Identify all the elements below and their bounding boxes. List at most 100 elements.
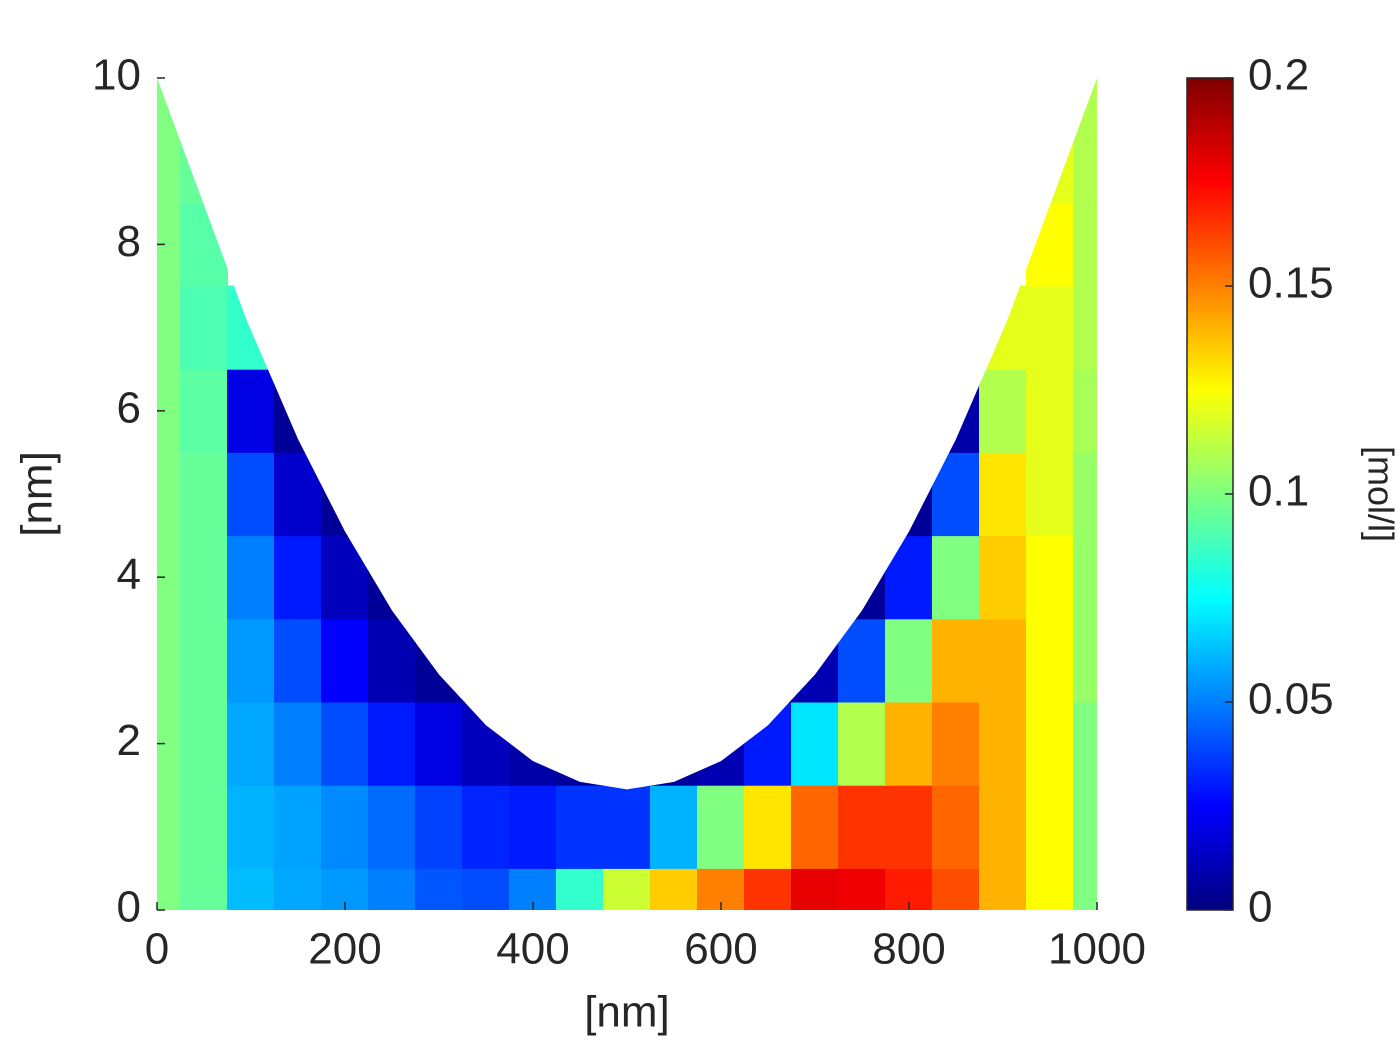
x-tick-label: 0: [145, 925, 169, 974]
field-cell: [1026, 618, 1074, 703]
field-cell: [227, 701, 275, 786]
field-cell: [227, 784, 275, 869]
colorbar-tick-label: 0.1: [1248, 467, 1309, 516]
field-cell: [462, 701, 510, 786]
field-cell: [509, 701, 557, 786]
field-cell: [180, 701, 228, 786]
field-cell: [1073, 285, 1097, 370]
field-cell: [415, 867, 463, 910]
field-cell: [157, 451, 181, 537]
field-cell: [274, 701, 322, 786]
field-cell: [1073, 368, 1097, 453]
field-cell: [1026, 202, 1074, 287]
field-cell: [180, 867, 228, 910]
field-cell: [650, 701, 698, 786]
field-cell: [157, 784, 181, 869]
field-cell: [885, 618, 933, 703]
field-cell: [1026, 285, 1074, 370]
field-cell: [462, 618, 510, 703]
field-cell: [979, 368, 1027, 453]
field-cell: [415, 618, 463, 703]
field-cell: [838, 618, 886, 703]
field-cell: [227, 451, 275, 537]
field-cell: [979, 618, 1027, 703]
field-cell: [274, 535, 322, 620]
field-cell: [180, 368, 228, 453]
field-cell: [932, 451, 980, 537]
field-cell: [321, 618, 369, 703]
field-cell: [744, 867, 792, 910]
field-cell: [180, 78, 228, 121]
field-cell: [932, 368, 980, 453]
field-cell: [650, 867, 698, 910]
colorbar-tick-label: 0.15: [1248, 259, 1334, 308]
field-cell: [1026, 535, 1074, 620]
field-cell: [509, 784, 557, 869]
field-cell: [368, 535, 416, 620]
field-cell: [1073, 78, 1097, 121]
field-cell: [415, 701, 463, 786]
y-tick-label: 2: [117, 716, 141, 765]
field-cell: [180, 618, 228, 703]
field-cell: [979, 784, 1027, 869]
x-tick-label: 200: [308, 925, 381, 974]
field-cell: [1026, 784, 1074, 869]
field-cell: [979, 451, 1027, 537]
y-tick-label: 4: [117, 550, 141, 599]
field-cell: [697, 784, 745, 869]
field-cell: [321, 451, 369, 537]
field-cell: [979, 285, 1027, 370]
field-cell: [603, 784, 651, 869]
field-cell: [791, 784, 839, 869]
field-cell: [157, 618, 181, 703]
field-cell: [1026, 701, 1074, 786]
field-cell: [462, 867, 510, 910]
y-tick-label: 0: [117, 883, 141, 932]
field-cell: [227, 618, 275, 703]
field-cell: [227, 867, 275, 910]
contour-field: [157, 78, 1097, 910]
field-cell: [791, 867, 839, 910]
field-cell: [157, 78, 181, 121]
x-tick-label: 400: [496, 925, 569, 974]
field-cell: [979, 867, 1027, 910]
field-cell: [180, 285, 228, 370]
field-cell: [321, 701, 369, 786]
field-cell: [227, 535, 275, 620]
field-cell: [274, 451, 322, 537]
field-cell: [744, 701, 792, 786]
colorbar-tick-label: 0.2: [1248, 51, 1309, 100]
field-cell: [180, 202, 228, 287]
field-cell: [1026, 867, 1074, 910]
field-cell: [274, 618, 322, 703]
field-cell: [838, 784, 886, 869]
field-cell: [1073, 618, 1097, 703]
colorbar-tick-label: 0.05: [1248, 675, 1334, 724]
field-cell: [932, 535, 980, 620]
field-cell: [1026, 451, 1074, 537]
field-cell: [838, 867, 886, 910]
field-cell: [744, 784, 792, 869]
field-cell: [744, 618, 792, 703]
y-tick-label: 8: [117, 217, 141, 266]
field-cell: [885, 701, 933, 786]
field-cell: [556, 867, 604, 910]
field-cell: [885, 535, 933, 620]
field-cell: [791, 701, 839, 786]
field-cell: [180, 784, 228, 869]
field-cell: [932, 784, 980, 869]
field-cell: [1073, 535, 1097, 620]
field-cell: [321, 784, 369, 869]
field-cell: [1026, 78, 1074, 121]
y-tick-label: 6: [117, 383, 141, 432]
field-cell: [1073, 784, 1097, 869]
field-cell: [321, 535, 369, 620]
field-cell: [368, 784, 416, 869]
field-cell: [791, 618, 839, 703]
field-cell: [885, 451, 933, 537]
field-cell: [274, 784, 322, 869]
field-cell: [885, 784, 933, 869]
field-cell: [697, 701, 745, 786]
field-cell: [979, 701, 1027, 786]
field-cell: [368, 867, 416, 910]
